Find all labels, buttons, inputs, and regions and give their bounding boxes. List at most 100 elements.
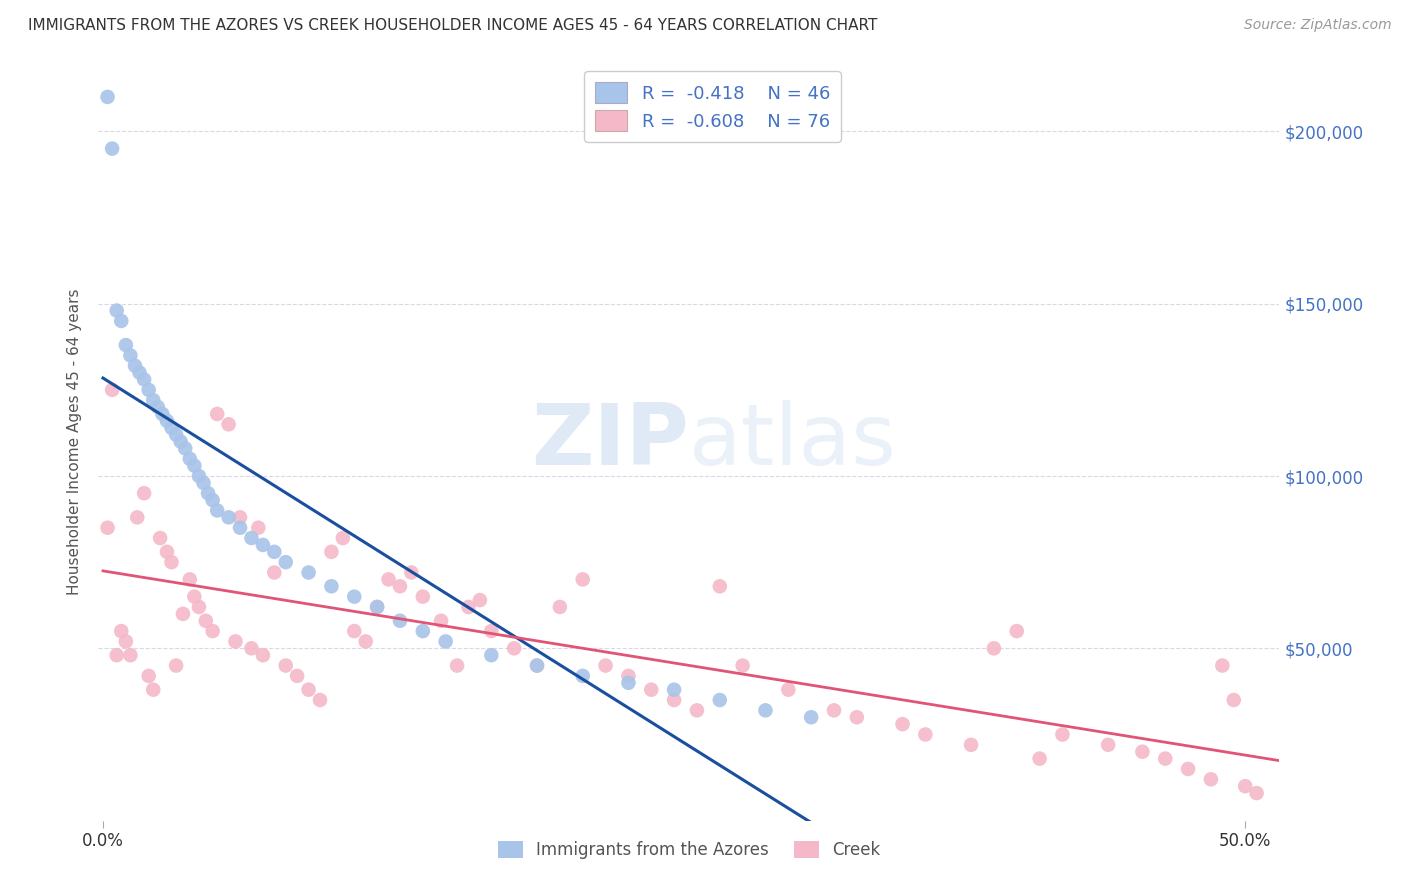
Creek [1154,751,1177,765]
Creek [412,590,434,604]
Creek [120,648,142,663]
Immigrants from the Azores [218,510,240,524]
Immigrants from the Azores [160,421,183,435]
Creek [252,648,274,663]
Immigrants from the Azores [165,427,187,442]
Creek [1177,762,1199,776]
Immigrants from the Azores [179,451,201,466]
Immigrants from the Azores [297,566,319,580]
Text: atlas: atlas [689,400,897,483]
Creek [149,531,172,545]
Creek [1052,727,1074,741]
Creek [1097,738,1119,752]
Immigrants from the Azores [114,338,136,352]
Immigrants from the Azores [800,710,823,724]
Creek [1234,779,1257,793]
Creek [205,407,228,421]
Immigrants from the Azores [263,545,285,559]
Creek [617,669,640,683]
Immigrants from the Azores [229,521,252,535]
Immigrants from the Azores [96,90,118,104]
Creek [1223,693,1246,707]
Immigrants from the Azores [240,531,263,545]
Immigrants from the Azores [321,579,343,593]
Immigrants from the Azores [201,493,224,508]
Creek [1005,624,1028,639]
Immigrants from the Azores [754,703,776,717]
Immigrants from the Azores [434,634,457,648]
Y-axis label: Householder Income Ages 45 - 64 years: Householder Income Ages 45 - 64 years [67,288,83,595]
Creek [96,521,118,535]
Creek [343,624,366,639]
Immigrants from the Azores [526,658,548,673]
Immigrants from the Azores [124,359,146,373]
Creek [595,658,617,673]
Creek [366,599,388,614]
Creek [321,545,343,559]
Immigrants from the Azores [479,648,502,663]
Text: IMMIGRANTS FROM THE AZORES VS CREEK HOUSEHOLDER INCOME AGES 45 - 64 YEARS CORREL: IMMIGRANTS FROM THE AZORES VS CREEK HOUS… [28,18,877,33]
Immigrants from the Azores [169,434,191,449]
Immigrants from the Azores [138,383,160,397]
Creek [138,669,160,683]
Creek [105,648,128,663]
Creek [332,531,354,545]
Text: ZIP: ZIP [531,400,689,483]
Creek [354,634,377,648]
Immigrants from the Azores [197,486,219,500]
Creek [127,510,149,524]
Immigrants from the Azores [150,407,173,421]
Legend: Immigrants from the Azores, Creek: Immigrants from the Azores, Creek [491,834,887,865]
Creek [263,566,285,580]
Creek [662,693,685,707]
Creek [183,590,205,604]
Immigrants from the Azores [388,614,411,628]
Immigrants from the Azores [617,675,640,690]
Creek [218,417,240,432]
Immigrants from the Azores [142,393,165,408]
Immigrants from the Azores [146,400,169,414]
Immigrants from the Azores [105,303,128,318]
Creek [156,545,179,559]
Creek [430,614,453,628]
Creek [194,614,217,628]
Creek [468,593,491,607]
Creek [240,641,263,656]
Creek [172,607,194,621]
Creek [1246,786,1268,800]
Creek [845,710,868,724]
Immigrants from the Azores [412,624,434,639]
Creek [187,599,209,614]
Creek [160,555,183,569]
Immigrants from the Azores [120,348,142,362]
Immigrants from the Azores [128,366,150,380]
Creek [479,624,502,639]
Creek [778,682,800,697]
Immigrants from the Azores [252,538,274,552]
Immigrants from the Azores [174,442,197,456]
Creek [457,599,479,614]
Creek [229,510,252,524]
Creek [731,658,754,673]
Creek [446,658,468,673]
Creek [526,658,548,673]
Immigrants from the Azores [571,669,593,683]
Creek [503,641,526,656]
Immigrants from the Azores [110,314,132,328]
Immigrants from the Azores [156,414,179,428]
Creek [101,383,124,397]
Creek [309,693,332,707]
Immigrants from the Azores [187,469,209,483]
Creek [247,521,270,535]
Creek [377,573,399,587]
Creek [1028,751,1050,765]
Creek [983,641,1005,656]
Immigrants from the Azores [183,458,205,473]
Immigrants from the Azores [132,372,155,386]
Creek [640,682,662,697]
Immigrants from the Azores [274,555,297,569]
Immigrants from the Azores [101,142,124,156]
Creek [114,634,136,648]
Creek [914,727,936,741]
Creek [110,624,132,639]
